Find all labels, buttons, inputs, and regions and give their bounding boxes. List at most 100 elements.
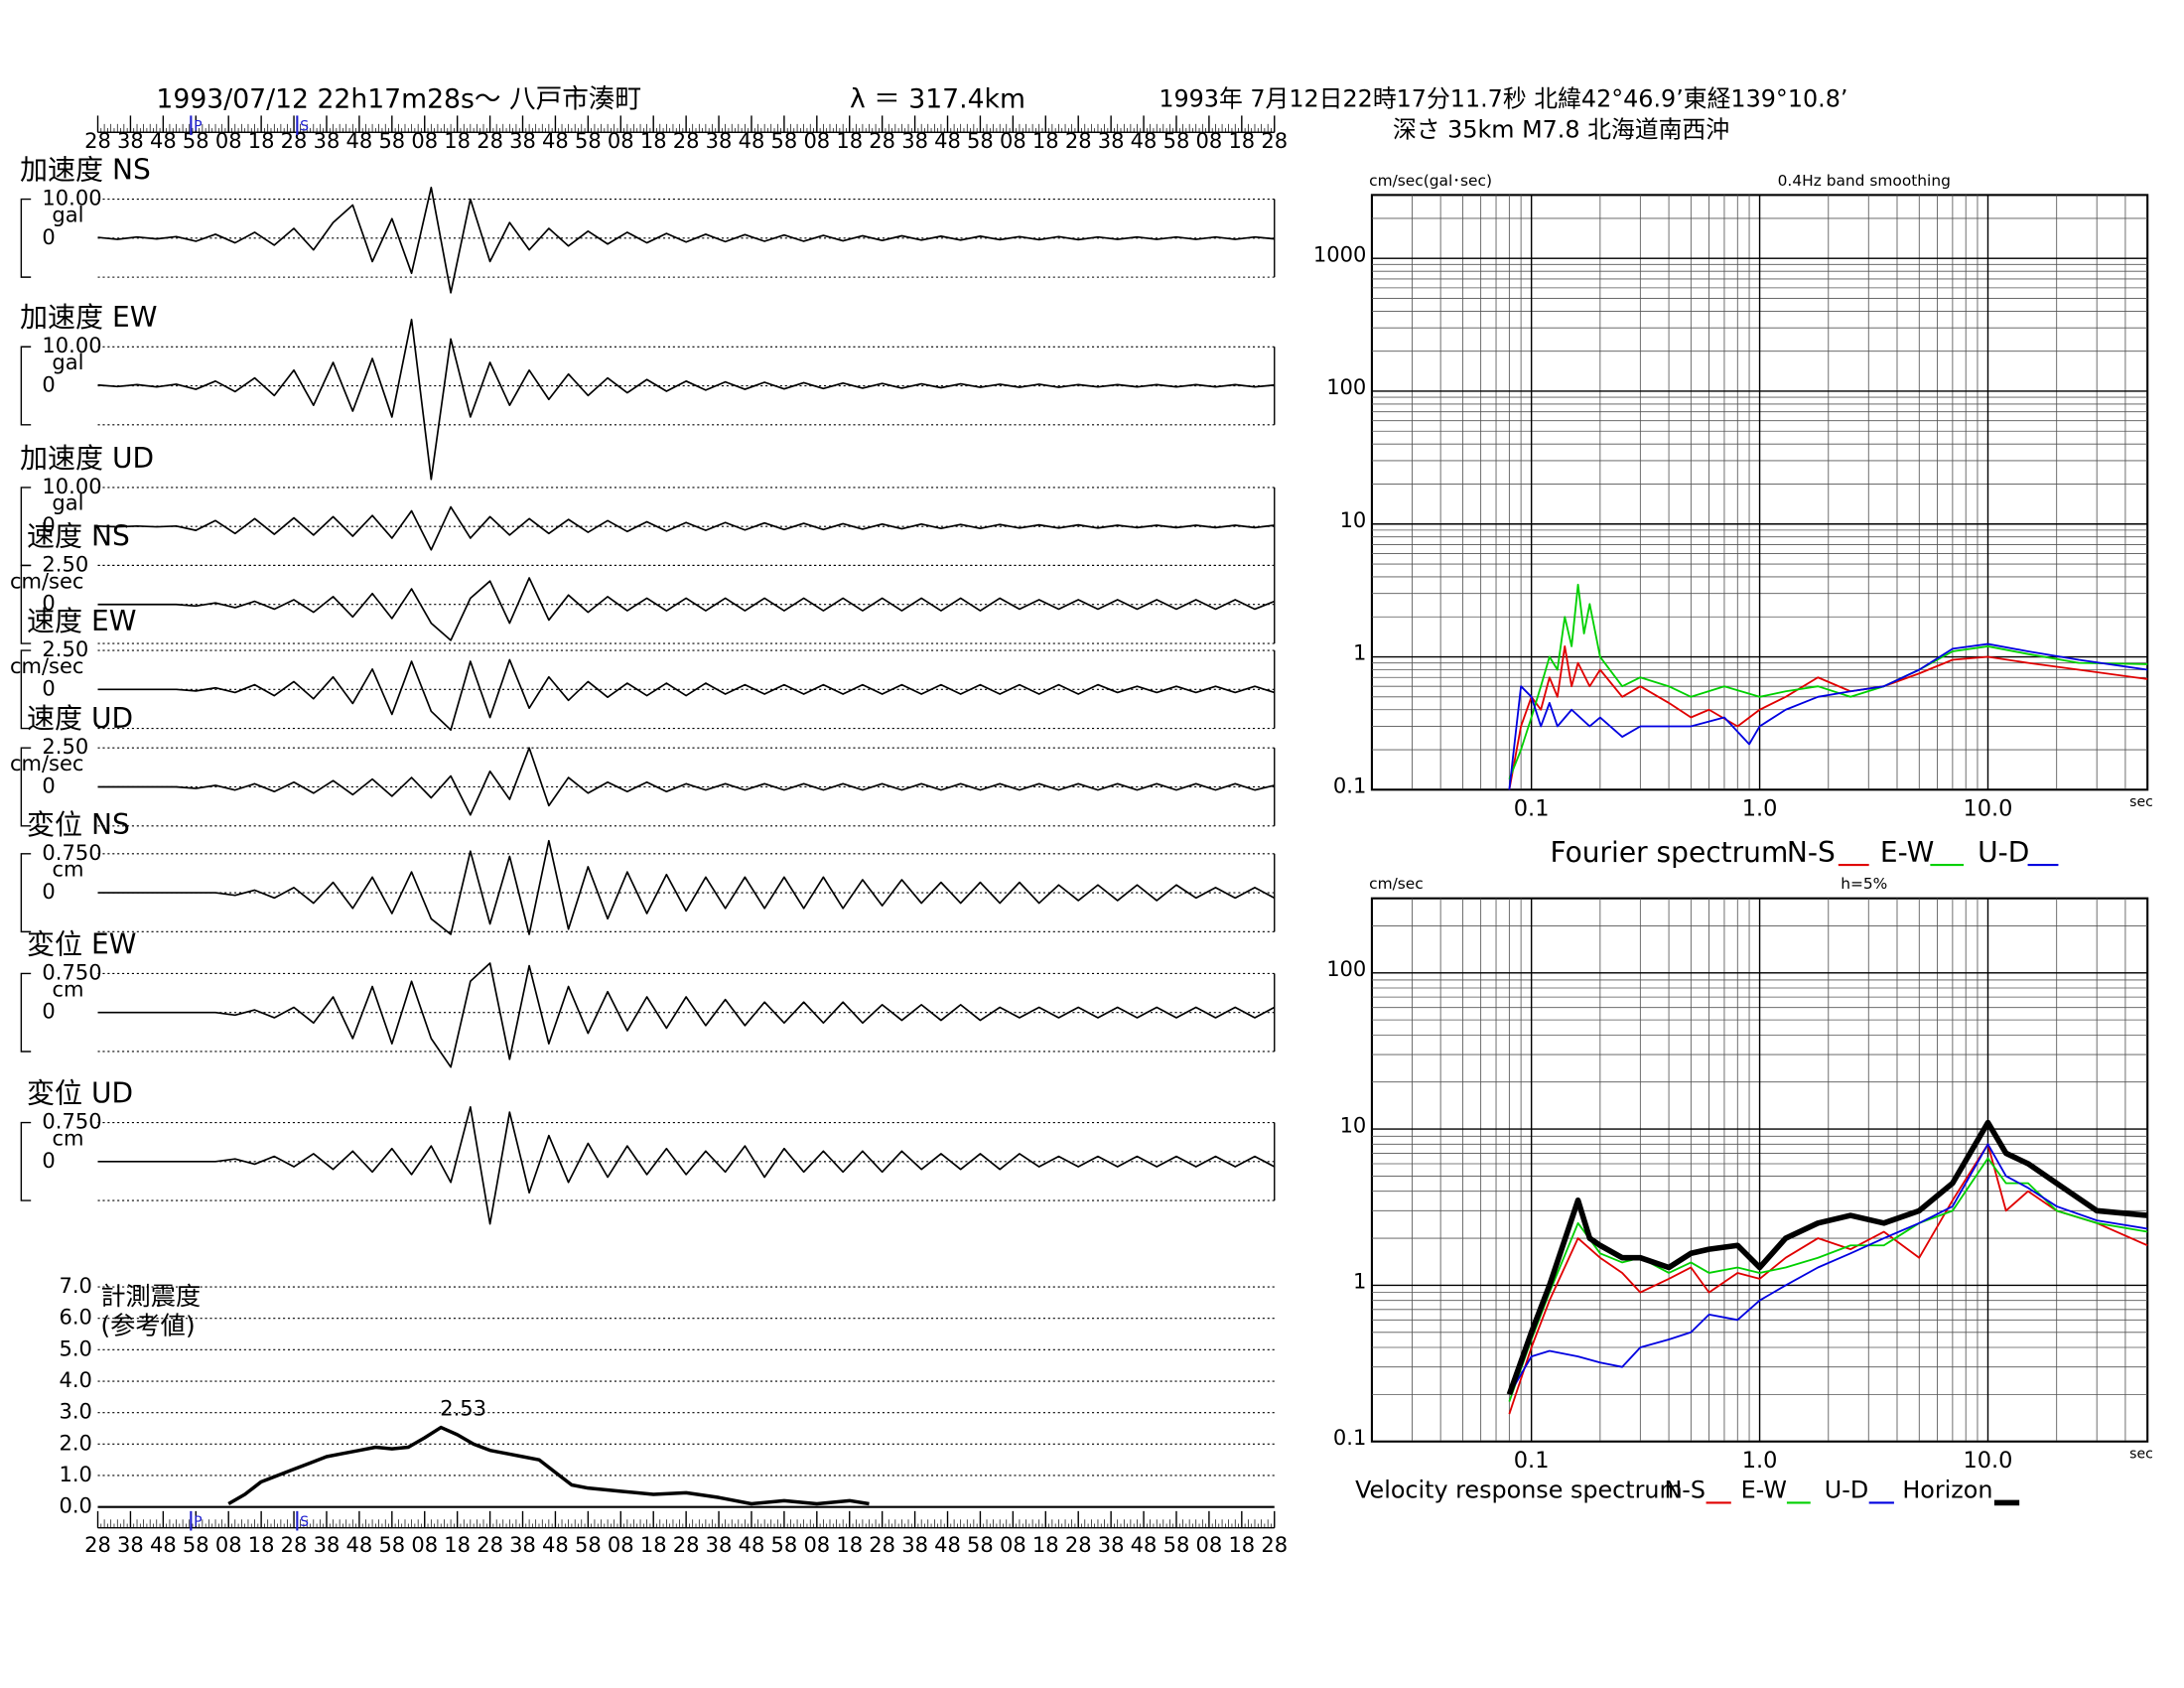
x-tick-label: 58 xyxy=(183,128,209,153)
x-tick-label: 28 xyxy=(673,1532,700,1557)
x-tick-label: 18 xyxy=(248,128,275,153)
spectrum-line xyxy=(1508,1143,2148,1395)
legend-label: U-D xyxy=(1978,836,2029,869)
spectrum-line xyxy=(1508,645,2148,790)
x-tick-label: 18 xyxy=(640,1532,667,1557)
trace-label: 加速度 UD xyxy=(20,442,154,475)
x-tick-label: 38 xyxy=(706,128,733,153)
y-tick-label: 100 xyxy=(1326,956,1366,981)
y-tick-label: 100 xyxy=(1326,374,1366,399)
trace-label: 変位 NS xyxy=(27,808,130,841)
x-tick-label: 58 xyxy=(378,128,405,153)
y-tick-label: 3.0 xyxy=(59,1399,91,1424)
spectrum-line xyxy=(1508,1143,2148,1415)
x-tick-label: 28 xyxy=(477,128,503,153)
x-tick-label: 18 xyxy=(836,1532,863,1557)
waveform xyxy=(97,318,1275,481)
bracket xyxy=(20,198,32,278)
x-tick-label: 28 xyxy=(281,128,308,153)
y-tick-label: 5.0 xyxy=(59,1336,91,1360)
x-tick-label: 48 xyxy=(542,1532,569,1557)
x-tick-label: 28 xyxy=(281,1532,308,1557)
bracket xyxy=(20,972,32,1053)
x-tick-label: 38 xyxy=(706,1532,733,1557)
x-tick-label: 08 xyxy=(1000,128,1026,153)
y-tick-label: 10 xyxy=(1340,507,1367,532)
x-tick-label: 28 xyxy=(1261,1532,1288,1557)
x-tick-label: 58 xyxy=(378,1532,405,1557)
waveform xyxy=(97,505,1275,551)
spectrum-line xyxy=(1508,642,2148,790)
x-tick-label: 10.0 xyxy=(1964,1448,2013,1474)
x-tick-label: 58 xyxy=(183,1532,209,1557)
title: 1993/07/12 22h17m28s～ 八戸市湊町 xyxy=(156,83,641,114)
x-tick-label: 58 xyxy=(1163,128,1190,153)
x-tick-label: 08 xyxy=(803,1532,830,1557)
waveform xyxy=(97,962,1276,1068)
waveform xyxy=(97,839,1276,935)
y-tick-label: 6.0 xyxy=(59,1305,91,1330)
y-tick-label: 2.50 xyxy=(42,636,88,661)
waveform xyxy=(97,1105,1276,1225)
y-tick-label: 0 xyxy=(42,773,55,797)
bracket xyxy=(20,1121,32,1201)
y-tick-label: 0.1 xyxy=(1333,773,1366,797)
y-tick-label: 4.0 xyxy=(59,1367,91,1392)
y-tick-label: 7.0 xyxy=(59,1273,91,1298)
waveform xyxy=(97,186,1275,294)
annotation: 深さ 35km M7.8 北海道南西沖 xyxy=(1393,115,1729,143)
legend-label: N-S xyxy=(1664,1477,1706,1504)
x-tick-label: 18 xyxy=(444,1532,471,1557)
x-tick-label: 08 xyxy=(608,128,634,153)
x-tick-label: 28 xyxy=(1065,128,1092,153)
legend-label: Horizon xyxy=(1902,1477,1992,1504)
bracket xyxy=(20,564,32,644)
bracket xyxy=(20,649,32,730)
x-tick-label: 08 xyxy=(1196,1532,1223,1557)
x-tick-label: 28 xyxy=(869,1532,895,1557)
title: 計測震度 xyxy=(100,1282,201,1311)
y-tick-label: 0.1 xyxy=(1333,1425,1366,1450)
x-tick-label: 58 xyxy=(1163,1532,1190,1557)
x-tick-label: 08 xyxy=(803,128,830,153)
x-tick-label: 38 xyxy=(1098,1532,1125,1557)
annotation: 1993年 7月12日22時17分11.7秒 北緯42°46.9’東経139°1… xyxy=(1159,84,1847,112)
x-tick-label: 28 xyxy=(84,128,111,153)
x-tick-label: 28 xyxy=(477,1532,503,1557)
y-tick-label: 2.50 xyxy=(42,734,88,759)
x-tick-label: 28 xyxy=(673,128,700,153)
y-tick-label: 10.00 xyxy=(42,474,101,498)
trace-label: 速度 EW xyxy=(27,605,136,637)
x-tick-label: 08 xyxy=(1196,128,1223,153)
y-tick-label: 1.0 xyxy=(59,1462,91,1486)
x-tick-label: 08 xyxy=(215,1532,242,1557)
x-tick-label: 28 xyxy=(1065,1532,1092,1557)
x-tick-label: 48 xyxy=(346,1532,373,1557)
unit-label: gal xyxy=(52,491,83,515)
legend-title: Fourier spectrum xyxy=(1550,836,1788,869)
x-tick-label: 48 xyxy=(1131,1532,1158,1557)
spectrum-line xyxy=(1506,1119,2148,1396)
y-tick-label: 0 xyxy=(42,372,55,397)
legend-label: U-D xyxy=(1825,1477,1868,1504)
x-tick-label: 58 xyxy=(575,1532,602,1557)
bracket xyxy=(20,853,32,933)
subtitle: h=5% xyxy=(1841,875,1887,893)
trace-label: 変位 EW xyxy=(27,927,136,960)
x-tick-label: 1.0 xyxy=(1742,795,1778,821)
x-tick-label: 48 xyxy=(150,1532,177,1557)
bracket xyxy=(20,747,32,827)
x-tick-label: 38 xyxy=(314,1532,341,1557)
x-tick-label: 0.1 xyxy=(1514,1448,1550,1474)
y-tick-label: 1 xyxy=(1353,640,1366,665)
phase-label: S xyxy=(300,1514,309,1530)
x-axis-label: sec xyxy=(2129,794,2153,810)
phase-label: P xyxy=(194,1514,202,1530)
x-tick-label: 18 xyxy=(1032,1532,1059,1557)
x-tick-label: 18 xyxy=(248,1532,275,1557)
x-tick-label: 38 xyxy=(1098,128,1125,153)
trace-label: 加速度 NS xyxy=(20,154,151,187)
trace-label: 変位 UD xyxy=(27,1076,133,1109)
unit-label: cm xyxy=(52,976,83,1001)
